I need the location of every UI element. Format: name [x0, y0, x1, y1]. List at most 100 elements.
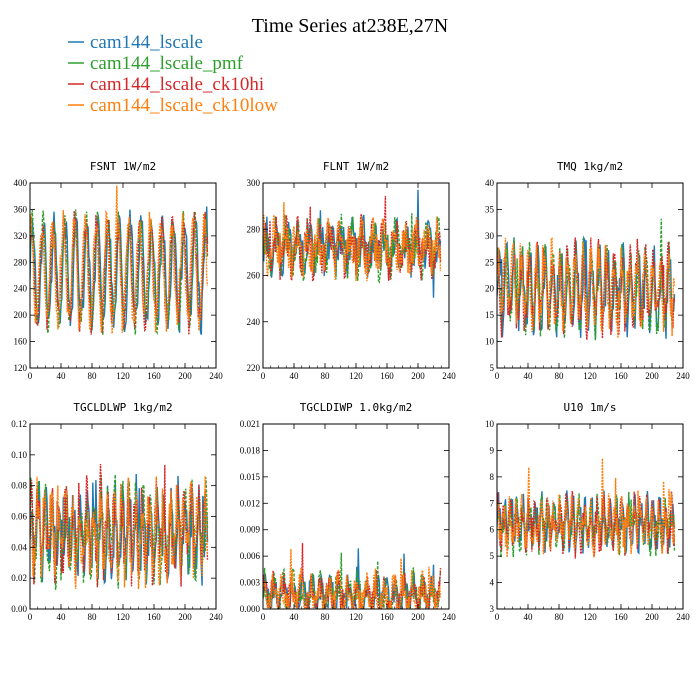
series-line [30, 185, 209, 334]
x-tick-label: 80 [88, 612, 98, 622]
x-tick-label: 120 [116, 371, 130, 381]
y-tick-label: 9 [490, 445, 495, 455]
x-tick-label: 120 [349, 612, 363, 622]
legend-item: cam144_lscale_ck10low [68, 95, 278, 116]
legend-label: cam144_lscale_ck10hi [90, 74, 264, 95]
y-tick-label: 280 [14, 257, 28, 267]
x-tick-label: 200 [411, 612, 425, 622]
x-tick-label: 0 [495, 371, 500, 381]
x-tick-label: 200 [178, 612, 192, 622]
series-line [263, 202, 442, 282]
legend-label: cam144_lscale_ck10low [90, 95, 278, 116]
x-tick-label: 80 [321, 371, 331, 381]
x-tick-label: 80 [555, 612, 565, 622]
y-tick-label: 7 [490, 498, 495, 508]
x-tick-label: 160 [380, 371, 394, 381]
y-tick-label: 360 [14, 204, 28, 214]
series-line [263, 548, 442, 609]
y-tick-label: 8 [490, 472, 495, 482]
y-tick-label: 0.12 [11, 419, 27, 429]
x-tick-label: 240 [676, 371, 690, 381]
y-tick-label: 20 [485, 284, 495, 294]
y-tick-label: 320 [14, 231, 28, 241]
series-line [30, 209, 209, 336]
x-tick-label: 0 [261, 371, 266, 381]
y-tick-label: 240 [14, 284, 28, 294]
y-tick-label: 25 [485, 257, 495, 267]
y-tick-label: 0.009 [240, 525, 261, 535]
y-tick-label: 6 [490, 525, 495, 535]
x-tick-label: 160 [614, 612, 628, 622]
chart-panel: U10 1m/s 0 40 80 120 160 200 240 3 4 5 6 7 8 9 10 [485, 401, 690, 622]
y-tick-label: 160 [14, 337, 28, 347]
x-tick-label: 160 [147, 612, 161, 622]
x-tick-label: 240 [676, 612, 690, 622]
panel-title: TGCLDLWP 1kg/m2 [73, 401, 172, 414]
series-line [30, 476, 209, 590]
legend-item: cam144_lscale [68, 32, 203, 53]
y-tick-label: 300 [247, 178, 261, 188]
x-tick-label: 240 [442, 371, 456, 381]
y-tick-label: 0.021 [240, 419, 260, 429]
series-line [497, 458, 676, 558]
x-tick-label: 120 [583, 612, 597, 622]
chart-panel: TMQ 1kg/m2 0 40 80 120 160 200 240 5 10 15 20 25 30 35… [485, 160, 690, 381]
x-tick-label: 40 [57, 371, 67, 381]
chart-panel: FSNT 1W/m2 0 40 80 120 160 200 240 120 160 200 240 2… [14, 160, 224, 381]
x-tick-label: 0 [495, 612, 500, 622]
x-tick-label: 160 [380, 612, 394, 622]
y-tick-label: 0.000 [240, 604, 261, 614]
y-tick-label: 0.08 [11, 481, 27, 491]
x-tick-label: 40 [524, 612, 534, 622]
x-tick-label: 120 [349, 371, 363, 381]
y-tick-label: 30 [485, 231, 495, 241]
panel-title: FSNT 1W/m2 [90, 160, 156, 173]
chart-panel: FLNT 1W/m2 0 40 80 120 160 200 240 220 240 260 280 3… [247, 160, 457, 381]
x-tick-label: 40 [57, 612, 67, 622]
y-tick-label: 0.018 [240, 445, 261, 455]
y-tick-label: 0.10 [11, 450, 27, 460]
x-tick-label: 160 [614, 371, 628, 381]
y-tick-label: 0.00 [11, 604, 27, 614]
x-tick-label: 0 [261, 612, 266, 622]
panel-title: TMQ 1kg/m2 [557, 160, 623, 173]
legend-item: cam144_lscale_pmf [68, 53, 244, 74]
x-tick-label: 120 [116, 612, 130, 622]
x-tick-label: 200 [645, 371, 659, 381]
y-tick-label: 220 [247, 363, 261, 373]
chart-panels: FSNT 1W/m20 40 80 120 160 200 2401201602002402… [11, 160, 690, 622]
x-tick-label: 40 [290, 612, 300, 622]
panel-title: TGCLDIWP 1.0kg/m2 [300, 401, 413, 414]
x-tick-label: 240 [442, 612, 456, 622]
x-tick-label: 80 [88, 371, 98, 381]
y-tick-label: 35 [485, 204, 495, 214]
x-tick-label: 80 [321, 612, 331, 622]
x-tick-label: 240 [209, 612, 223, 622]
x-tick-label: 40 [524, 371, 534, 381]
legend-label: cam144_lscale_pmf [90, 53, 244, 74]
panel-title: FLNT 1W/m2 [323, 160, 389, 173]
y-tick-label: 240 [247, 317, 261, 327]
y-tick-label: 0.04 [11, 542, 27, 552]
y-tick-label: 10 [485, 337, 495, 347]
chart-panel: TGCLDIWP 1.0kg/m2 0 40 80 120 160 200 240 0.000 0… [240, 401, 457, 622]
y-tick-label: 400 [14, 178, 28, 188]
y-tick-label: 40 [485, 178, 495, 188]
y-tick-label: 200 [14, 310, 28, 320]
x-tick-label: 80 [555, 371, 565, 381]
chart-panel: TGCLDLWP 1kg/m2 0 40 80 120 160 200 240 0.00 0.02… [11, 401, 223, 622]
legend-item: cam144_lscale_ck10hi [68, 74, 264, 95]
x-tick-label: 40 [290, 371, 300, 381]
y-tick-label: 120 [14, 363, 28, 373]
x-tick-label: 200 [178, 371, 192, 381]
y-tick-label: 5 [490, 551, 495, 561]
y-tick-label: 0.06 [11, 512, 27, 522]
y-tick-label: 5 [490, 363, 495, 373]
x-tick-label: 0 [28, 612, 33, 622]
x-tick-label: 240 [209, 371, 223, 381]
panel-title: U10 1m/s [564, 401, 617, 414]
legend: cam144_lscalecam144_lscale_pmfcam144_lsc… [68, 32, 278, 116]
y-tick-label: 0.003 [240, 578, 261, 588]
x-tick-label: 0 [28, 371, 33, 381]
